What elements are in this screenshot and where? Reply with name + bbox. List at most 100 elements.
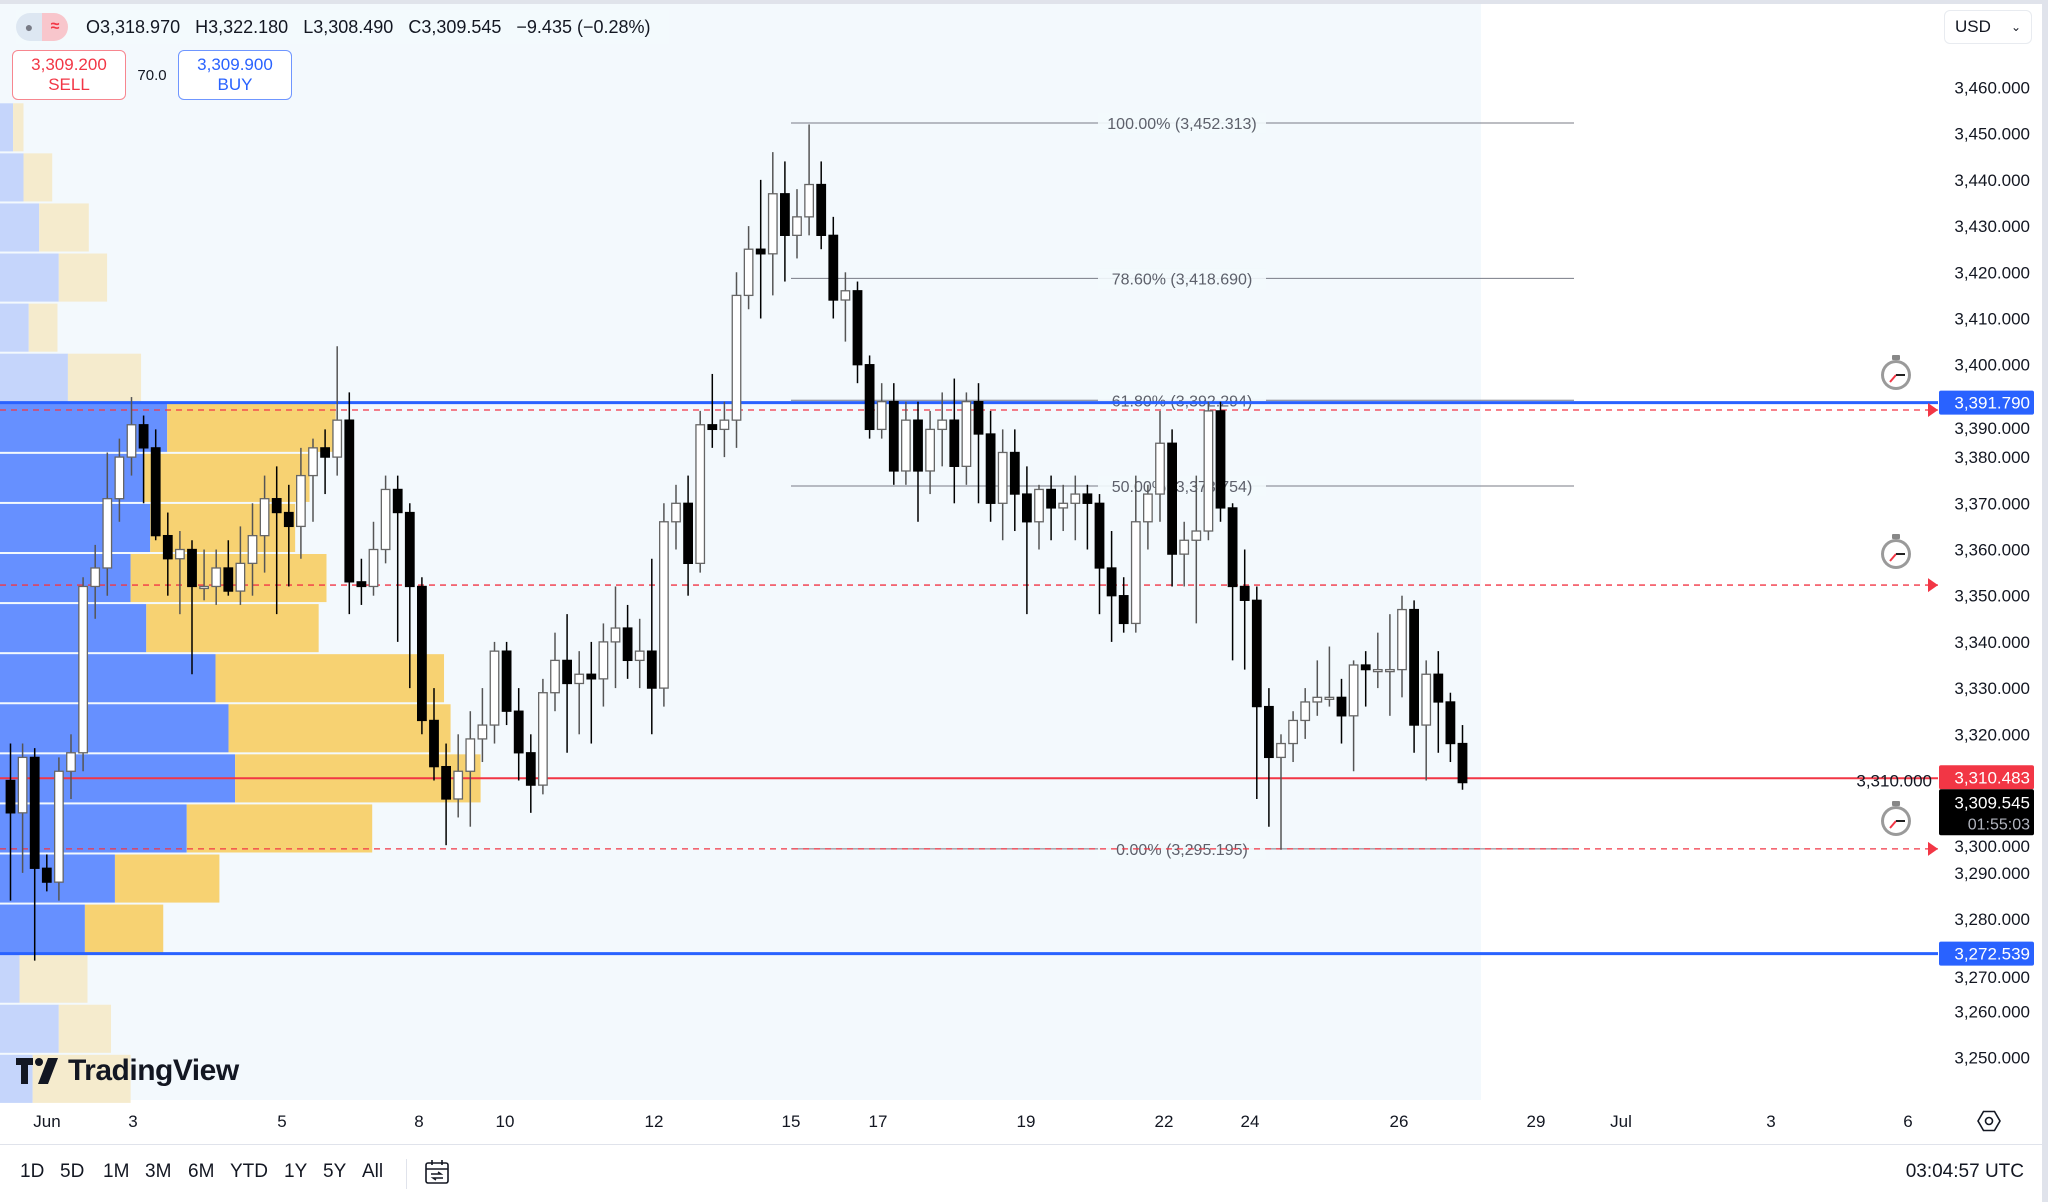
candle <box>1336 678 1347 744</box>
candle-body <box>864 364 875 431</box>
candle <box>259 475 270 573</box>
date-axis-tick: 10 <box>496 1112 515 1131</box>
candle-body <box>1179 539 1190 555</box>
symbol-status-pill[interactable]: ● ≈ <box>16 13 68 41</box>
candle <box>90 544 101 619</box>
candle <box>683 475 693 596</box>
buy-price: 3,309.900 <box>197 55 273 74</box>
candle <box>755 179 766 319</box>
candle-body <box>78 585 88 754</box>
candle-body <box>767 193 778 255</box>
candle-body <box>816 183 827 236</box>
candle-body <box>441 765 452 800</box>
candle <box>1106 531 1117 642</box>
fib-level-label: 100.00% (3,452.313) <box>1107 116 1256 133</box>
stopwatch-icon[interactable] <box>1881 534 1911 569</box>
candle-body <box>1433 673 1444 703</box>
candle <box>1130 475 1141 633</box>
candle-body <box>1046 488 1056 509</box>
candle-body <box>90 567 101 588</box>
candle <box>1397 595 1407 698</box>
stopwatch-icon[interactable] <box>1881 801 1911 836</box>
candle-body <box>392 488 403 514</box>
volume-profile-up-bar <box>0 253 59 302</box>
fib-level-label: 50.00% (3,373.754) <box>1112 479 1253 496</box>
candle-body <box>235 562 246 592</box>
candle <box>1034 484 1044 550</box>
tradingview-logo[interactable]: TradingView <box>16 1054 239 1088</box>
candle-body <box>41 867 52 883</box>
candle-body <box>1385 668 1395 673</box>
candle-body <box>828 234 839 301</box>
candle-body <box>453 770 464 800</box>
range-1y-button[interactable]: 1Y <box>284 1161 308 1182</box>
candle <box>308 438 318 522</box>
range-all-button[interactable]: All <box>362 1161 384 1182</box>
candle-body <box>1058 502 1069 509</box>
candle <box>283 484 294 587</box>
candle <box>78 577 88 772</box>
range-3m-button[interactable]: 3M <box>145 1161 172 1182</box>
candle <box>477 688 488 763</box>
buy-button[interactable]: 3,309.900 BUY <box>178 50 292 100</box>
price-axis-tick: 3,290.000 <box>1954 864 2030 883</box>
volume-profile-down-bar <box>58 1004 112 1053</box>
candle <box>489 641 500 744</box>
price-axis-tick: 3,310.000 <box>1856 772 1932 791</box>
candle-body <box>1336 696 1347 717</box>
candle-body <box>1397 608 1407 671</box>
volume-profile-up-bar <box>0 103 14 152</box>
candle-body <box>622 627 633 662</box>
utc-clock[interactable]: 03:04:57 UTC <box>1905 1161 2024 1182</box>
candle-body <box>17 756 28 814</box>
candle-body <box>743 248 754 297</box>
price-tag-blue-upper-bg <box>1939 390 2034 415</box>
fib-label-bg <box>1098 268 1266 289</box>
close-value: 3,309.545 <box>421 16 502 37</box>
candle-body <box>731 294 742 421</box>
range-ytd-button[interactable]: YTD <box>230 1161 268 1182</box>
candle <box>804 124 814 236</box>
date-axis-tick: Jul <box>1610 1112 1632 1131</box>
candle <box>102 452 113 596</box>
range-1d-button[interactable]: 1D <box>20 1161 45 1182</box>
currency-select[interactable]: USD ⌄ <box>1944 10 2032 44</box>
volume-profile-down-bar <box>58 253 108 302</box>
candle <box>223 540 234 596</box>
candle <box>743 226 754 310</box>
candle-body <box>961 401 972 467</box>
candle <box>864 355 875 439</box>
high-label: H <box>195 16 209 37</box>
sell-button[interactable]: 3,309.200 SELL <box>12 50 126 100</box>
range-6m-button[interactable]: 6M <box>188 1161 215 1182</box>
date-axis-tick: 29 <box>1527 1112 1546 1131</box>
candle-body <box>344 419 355 583</box>
candle-body <box>1094 502 1105 569</box>
candle-body <box>888 401 899 472</box>
candle-body <box>525 752 536 786</box>
candle <box>913 401 923 522</box>
volume-profile-up-bar <box>0 654 216 703</box>
candle <box>66 734 76 799</box>
go-to-date-calendar-icon[interactable] <box>422 1157 452 1187</box>
range-5y-button[interactable]: 5Y <box>323 1161 347 1182</box>
candle-body <box>1372 668 1383 673</box>
chart-settings-icon[interactable] <box>1977 1110 2001 1132</box>
volume-profile-up-bar <box>0 604 147 653</box>
candle-body <box>659 521 669 689</box>
candle <box>1324 646 1335 707</box>
price-axis-tick: 3,420.000 <box>1954 263 2030 282</box>
stopwatch-icon[interactable] <box>1881 355 1911 390</box>
candle <box>707 373 718 448</box>
candle-body <box>707 424 718 431</box>
candle <box>1409 600 1419 753</box>
chevron-down-icon: ⌄ <box>2010 20 2021 34</box>
candle-body <box>574 673 585 685</box>
date-axis-tick: 8 <box>414 1112 423 1131</box>
price-axis-tick: 3,250.000 <box>1954 1049 2030 1068</box>
range-1m-button[interactable]: 1M <box>103 1161 130 1182</box>
volume-profile-up-bar <box>0 954 20 1003</box>
range-5d-button[interactable]: 5D <box>60 1161 85 1182</box>
candle <box>332 346 343 476</box>
